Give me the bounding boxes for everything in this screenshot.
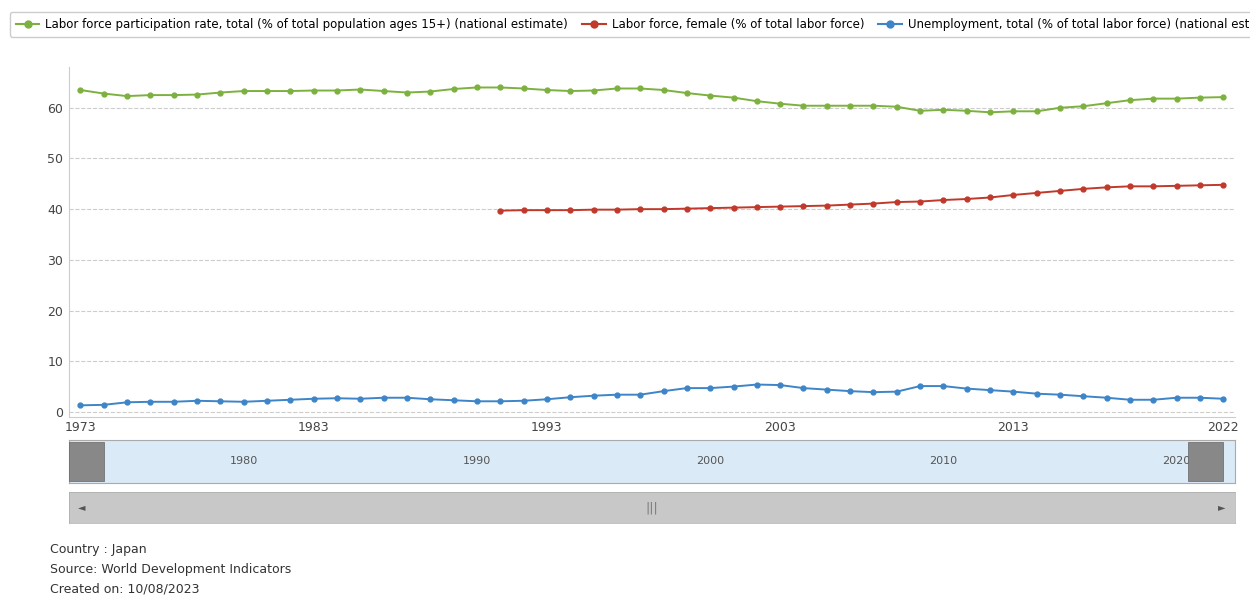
Text: Country : Japan: Country : Japan xyxy=(50,543,146,556)
Text: 2000: 2000 xyxy=(696,457,724,466)
Text: 1990: 1990 xyxy=(462,457,491,466)
Text: 2020: 2020 xyxy=(1162,457,1191,466)
Legend: Labor force participation rate, total (% of total population ages 15+) (national: Labor force participation rate, total (%… xyxy=(10,12,1250,37)
Text: 2010: 2010 xyxy=(930,457,958,466)
Text: Source: World Development Indicators: Source: World Development Indicators xyxy=(50,563,291,576)
FancyBboxPatch shape xyxy=(69,442,104,481)
Text: |||: ||| xyxy=(645,501,659,514)
Text: ►: ► xyxy=(1219,503,1226,512)
FancyBboxPatch shape xyxy=(1189,442,1224,481)
Text: ◄: ◄ xyxy=(78,503,85,512)
Text: 1980: 1980 xyxy=(230,457,258,466)
Text: Created on: 10/08/2023: Created on: 10/08/2023 xyxy=(50,583,200,596)
